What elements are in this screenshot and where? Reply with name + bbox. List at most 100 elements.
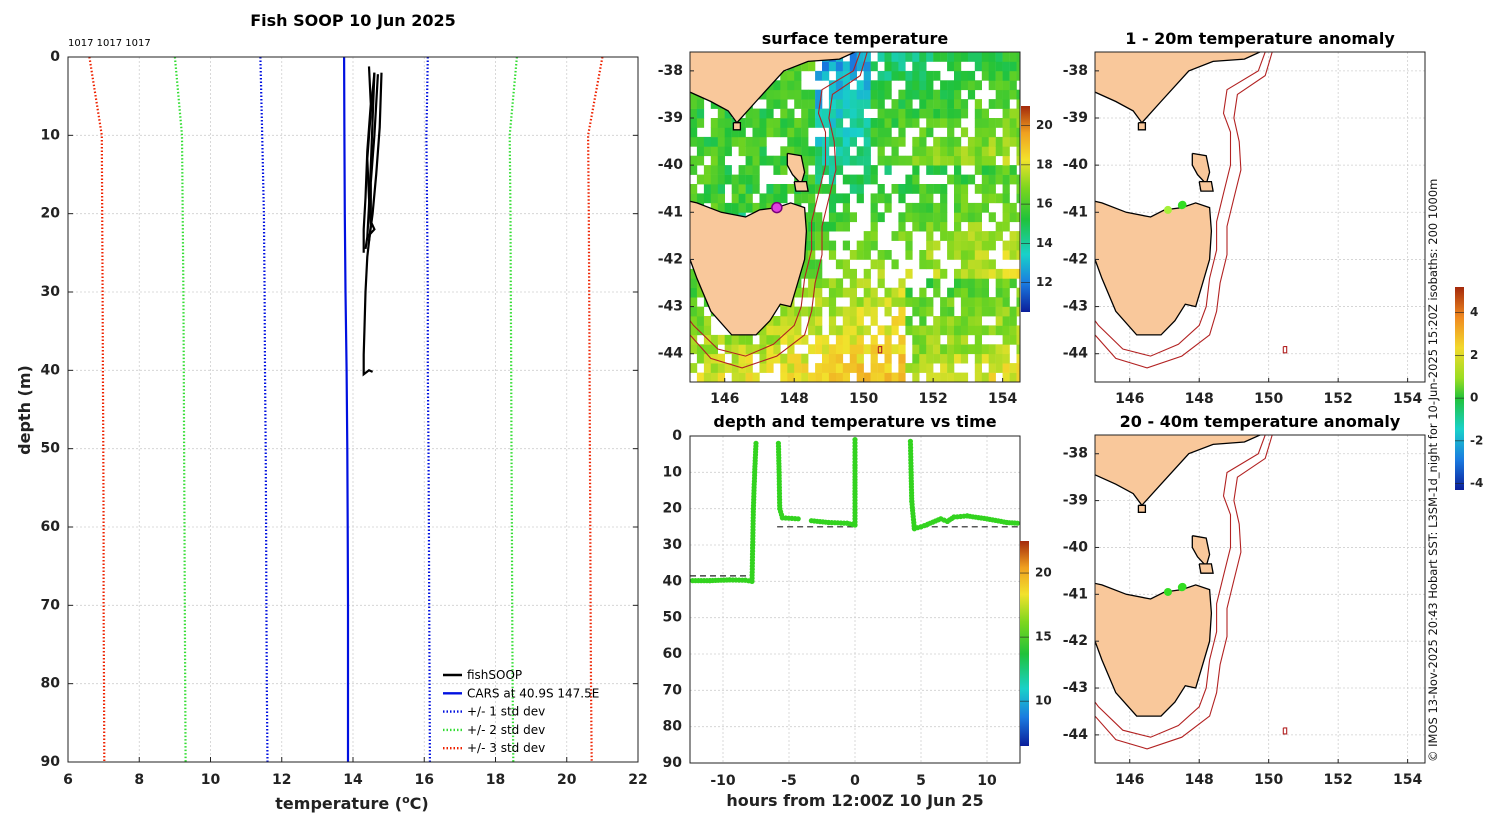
sst-pixel	[780, 363, 788, 373]
sst-pixel	[912, 136, 920, 147]
sst-pixel	[863, 306, 871, 317]
sst-pixel	[690, 363, 698, 373]
sst-pixel	[822, 165, 830, 175]
sst-pixel	[815, 325, 823, 336]
profile-line--2-std	[173, 56, 187, 763]
sst-pixel	[981, 136, 989, 147]
sst-pixel	[960, 202, 969, 213]
sst-pixel	[954, 136, 962, 147]
sst-pixel	[954, 344, 962, 355]
sst-pixel	[967, 344, 976, 355]
sst-pixel	[1002, 212, 1010, 223]
sst-pixel	[745, 353, 753, 364]
sst-pixel	[835, 193, 844, 204]
profile-legend: fishSOOP CARS at 40.9S 147.5E +/- 1 std de…	[443, 668, 599, 755]
sst-pixel	[898, 127, 906, 138]
sst-pixel	[815, 155, 823, 166]
sst-pixel	[780, 372, 788, 382]
sst-pixel	[745, 174, 753, 185]
sst-pixel	[801, 174, 809, 185]
sst-pixel	[933, 108, 941, 119]
sst-pixel	[898, 52, 906, 62]
sst-pixel	[905, 240, 913, 251]
sst-pixel	[696, 118, 705, 128]
sst-pixel	[995, 278, 1003, 289]
sst-pixel	[954, 174, 962, 185]
sst-pixel	[863, 297, 871, 307]
sst-pixel	[724, 136, 732, 147]
sst-pixel	[822, 278, 830, 289]
sst-pixel	[988, 174, 996, 185]
sst-pixel	[1002, 70, 1010, 81]
sst-pixel	[877, 127, 885, 138]
sst-pixel	[981, 268, 989, 279]
sst-pixel	[801, 108, 809, 119]
sst-pixel	[940, 52, 948, 62]
fish-location-marker	[771, 201, 783, 214]
sst-pixel	[710, 127, 718, 138]
sst-pixel	[981, 70, 989, 81]
sst-pixel	[835, 259, 844, 270]
sst-pixel	[828, 287, 837, 298]
sst-pixel	[981, 287, 989, 298]
sst-pixel	[995, 89, 1003, 100]
sst-pixel	[1002, 52, 1010, 62]
sst-pixel	[863, 89, 871, 100]
sst-pixel	[849, 118, 857, 128]
sst-pixel	[856, 297, 864, 307]
sst-pixel	[828, 297, 837, 307]
sst-pixel	[710, 353, 718, 364]
sst-pixel	[808, 155, 816, 166]
sst-pixel	[1002, 287, 1010, 298]
sst-pixel	[724, 108, 732, 119]
profile-line--3-std	[88, 56, 106, 763]
sst-pixel	[960, 174, 969, 185]
sst-pixel	[773, 344, 781, 355]
sst-pixel	[717, 174, 725, 185]
sst-pixel	[710, 372, 718, 382]
sst-pixel	[954, 52, 962, 62]
sst-pixel	[974, 344, 982, 355]
sst-pixel	[759, 334, 767, 345]
profile-x-tick-label: 8	[134, 772, 144, 788]
sst-pixel	[870, 221, 878, 232]
sst-pixel	[870, 80, 878, 91]
sst-pixel	[1002, 325, 1010, 336]
sst-pixel	[905, 212, 913, 223]
sst-pixel	[988, 372, 996, 382]
sst-pixel	[981, 202, 989, 213]
map-y-tick-label: -44	[1063, 727, 1089, 743]
sst-pixel	[877, 268, 885, 279]
sst-pixel	[947, 155, 955, 166]
sst-pixel	[835, 372, 844, 382]
sst-pixel	[884, 202, 892, 213]
sst-pixel	[780, 353, 788, 364]
timeseries-ticks: -10 -5 0 5 10 0 10 20 30 40 50 60 70 80 90	[663, 428, 997, 789]
sst-pixel	[947, 89, 955, 100]
sst-pixel	[960, 250, 969, 260]
sst-pixel	[752, 372, 760, 382]
sst-pixel	[974, 240, 982, 251]
sst-pixel	[926, 353, 934, 364]
sst-pixel	[870, 212, 878, 223]
sst-pixel	[835, 334, 844, 345]
map-x-tick-label: 146	[1115, 391, 1144, 407]
sst-pixel	[1016, 325, 1020, 336]
sst-pixel	[947, 363, 955, 373]
sst-pixel	[703, 334, 712, 345]
sst-pixel	[856, 108, 864, 119]
map-x-tick-label: 150	[849, 391, 878, 407]
sst-pixel	[954, 353, 962, 364]
cape-barren-island	[793, 180, 809, 192]
sst-pixel	[815, 221, 823, 232]
sst-pixel	[870, 297, 878, 307]
sst-pixel	[877, 89, 885, 100]
sst-pixel	[1009, 231, 1017, 241]
sst-pixel	[773, 89, 781, 100]
map-y-tick-label: -38	[658, 63, 683, 79]
sst-pixel	[933, 70, 941, 81]
sst-pixel	[905, 231, 913, 241]
sst-pixel	[703, 316, 712, 326]
sst-pixel	[731, 174, 739, 185]
legend-label: +/- 3 std dev	[467, 741, 545, 755]
